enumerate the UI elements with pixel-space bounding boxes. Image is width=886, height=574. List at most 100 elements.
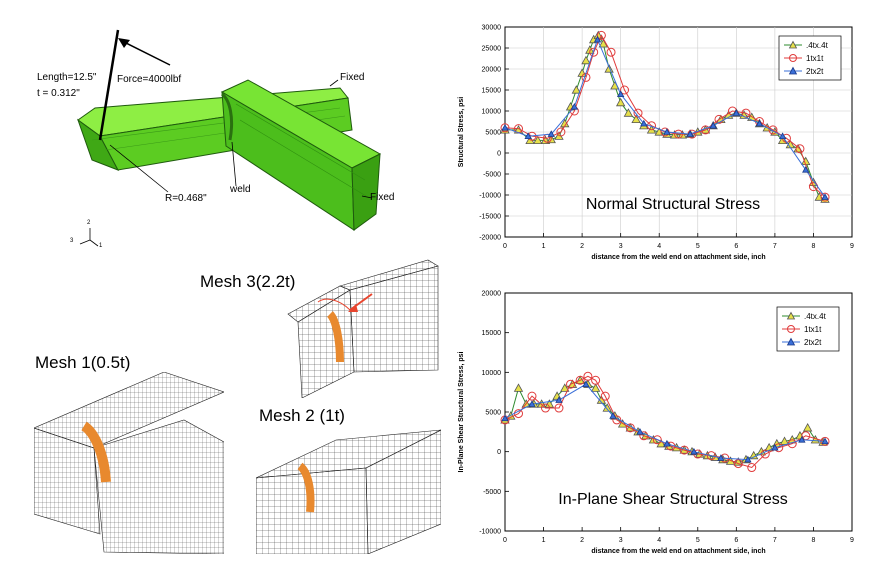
chart-title: Normal Structural Stress <box>586 196 760 213</box>
data-point <box>556 127 566 137</box>
x-tick-label: 3 <box>619 243 623 250</box>
legend-label: 2tx2t <box>806 67 824 76</box>
triad-label-3: 3 <box>70 238 74 244</box>
legend: .4tx.4t 1tx1t 2tx2t <box>778 35 842 81</box>
legend-marker <box>788 66 798 75</box>
data-point <box>690 447 698 455</box>
radius-label: R=0.468" <box>165 193 207 204</box>
legend-marker <box>788 40 798 49</box>
mesh2-weld <box>297 462 315 513</box>
data-point <box>555 396 563 403</box>
x-tick-label: 0 <box>503 537 507 544</box>
x-tick-label: 9 <box>850 537 854 544</box>
weld-bead <box>220 92 234 141</box>
x-tick-label: 7 <box>773 537 777 544</box>
attachment-member <box>220 79 382 231</box>
y-tick-label: 30000 <box>482 25 502 32</box>
thickness-label: t = 0.312" <box>37 88 80 99</box>
data-point <box>513 383 524 392</box>
data-point <box>598 38 608 48</box>
legend-marker <box>787 325 795 333</box>
series-3 <box>501 35 829 200</box>
x-tick-label: 0 <box>503 243 507 250</box>
y-tick-label: -5000 <box>483 172 501 179</box>
x-tick-label: 2 <box>580 243 584 250</box>
y-tick-label: 10000 <box>482 109 502 116</box>
series-1 <box>500 375 828 466</box>
coordinate-triad <box>79 228 99 247</box>
x-tick-label: 1 <box>542 243 546 250</box>
x-tick-label: 4 <box>657 243 661 250</box>
y-tick-label: -15000 <box>479 214 501 221</box>
y-tick-label: 20000 <box>482 291 502 298</box>
data-point <box>652 435 662 445</box>
x-axis-label: distance from the weld end on attachment… <box>591 548 765 555</box>
fe-model-illustration <box>76 29 382 247</box>
data-point <box>527 391 537 401</box>
mesh1-illustration <box>34 372 224 554</box>
data-point <box>571 85 582 94</box>
x-axis-label: distance from the weld end on attachment… <box>591 254 765 261</box>
x-tick-label: 3 <box>619 537 623 544</box>
data-point <box>821 437 829 445</box>
force-label: Force=4000lbf <box>117 74 182 85</box>
mesh2-label: Mesh 2 (1t) <box>259 406 345 425</box>
x-tick-label: 5 <box>696 537 700 544</box>
data-point <box>625 423 635 433</box>
y-tick-label: -5000 <box>483 489 501 496</box>
series-3 <box>501 380 829 463</box>
triad-label-1: 1 <box>99 243 103 249</box>
normal-stress-chart: 0 1 2 3 4 5 6 7 8 9 30000 25000 20000 15000 10000 5000 0… <box>458 25 854 262</box>
data-point <box>755 119 764 127</box>
legend-marker <box>786 311 796 320</box>
fixed-top-label: Fixed <box>340 72 365 83</box>
data-point <box>581 55 591 65</box>
mesh3-red-curve <box>317 298 351 311</box>
legend-label: 2tx2t <box>804 338 822 347</box>
data-point <box>501 123 509 131</box>
data-point <box>747 463 757 473</box>
legend: .4tx.4t 1tx1t 2tx2t <box>776 306 840 352</box>
y-tick-label: 5000 <box>485 410 501 417</box>
data-point <box>714 114 724 124</box>
x-tick-label: 8 <box>811 243 815 250</box>
data-point <box>554 403 564 413</box>
legend-label: 1tx1t <box>806 54 824 63</box>
legend-label: 1tx1t <box>804 325 822 334</box>
mesh3-label: Mesh 3(2.2t) <box>200 272 296 291</box>
data-point <box>540 403 550 413</box>
y-tick-label: -10000 <box>479 529 501 536</box>
data-point <box>778 132 787 140</box>
mesh1-weld <box>81 421 111 483</box>
data-point <box>596 30 606 40</box>
data-point <box>717 454 725 461</box>
legend-box <box>778 35 842 81</box>
data-point <box>733 457 743 466</box>
x-tick-label: 1 <box>542 537 546 544</box>
data-point <box>647 121 657 131</box>
data-point <box>501 414 509 422</box>
data-point <box>590 383 601 392</box>
data-point <box>609 412 617 419</box>
data-point <box>631 114 641 123</box>
fixed-right-label: Fixed <box>370 192 395 203</box>
y-tick-label: -10000 <box>479 193 501 200</box>
data-point <box>583 371 593 381</box>
data-point <box>560 383 570 392</box>
mesh3-weld <box>326 311 344 363</box>
legend-label: .4tx.4t <box>804 312 827 321</box>
mesh2-illustration <box>256 429 441 554</box>
force-arrow <box>119 39 171 66</box>
x-tick-label: 7 <box>773 243 777 250</box>
data-point <box>620 85 630 95</box>
data-point <box>616 90 625 97</box>
legend-marker <box>786 337 796 346</box>
data-point <box>709 121 717 129</box>
data-point <box>663 128 671 135</box>
data-point <box>706 451 716 461</box>
x-tick-label: 8 <box>811 537 815 544</box>
data-point <box>821 193 829 200</box>
data-point <box>533 135 543 145</box>
y-tick-label: 15000 <box>482 88 502 95</box>
y-axis-label: Structural Stress, psi <box>458 97 465 167</box>
